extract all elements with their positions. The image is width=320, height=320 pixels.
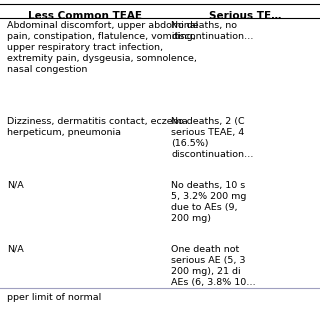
Text: No deaths, no
discontinuation…: No deaths, no discontinuation… (171, 21, 254, 41)
Text: pper limit of normal: pper limit of normal (7, 293, 101, 302)
Text: No deaths, 10 s
5, 3.2% 200 mg
due to AEs (9,
200 mg): No deaths, 10 s 5, 3.2% 200 mg due to AE… (171, 181, 247, 223)
Text: Dizziness, dermatitis contact, eczema
herpeticum, pneumonia: Dizziness, dermatitis contact, eczema he… (7, 117, 188, 137)
Text: N/A: N/A (7, 245, 24, 254)
Text: N/A: N/A (7, 181, 24, 190)
Text: No deaths, 2 (C
serious TEAE, 4
(16.5%)
discontinuation…: No deaths, 2 (C serious TEAE, 4 (16.5%) … (171, 117, 254, 159)
Text: Abdominal discomfort, upper abdominal
pain, constipation, flatulence, vomiting,
: Abdominal discomfort, upper abdominal pa… (7, 21, 198, 74)
Text: One death not
serious AE (5, 3
200 mg), 21 di
AEs (6, 3.8% 10…: One death not serious AE (5, 3 200 mg), … (171, 245, 256, 287)
Text: Serious TE…: Serious TE… (209, 11, 281, 21)
Text: Less Common TEAE: Less Common TEAE (28, 11, 142, 21)
